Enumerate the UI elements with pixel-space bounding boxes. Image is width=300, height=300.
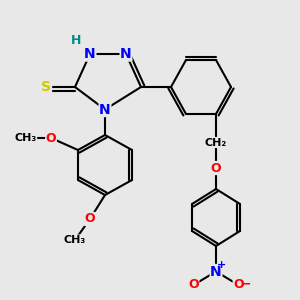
Text: O: O <box>233 278 244 292</box>
Text: N: N <box>84 47 96 61</box>
Text: O: O <box>46 131 56 145</box>
Text: N: N <box>120 47 132 61</box>
Text: N: N <box>210 265 222 278</box>
Text: +: + <box>217 260 226 271</box>
Text: CH₃: CH₃ <box>64 235 86 245</box>
Text: CH₃: CH₃ <box>14 133 37 143</box>
Text: H: H <box>71 34 82 47</box>
Text: O: O <box>188 278 199 292</box>
Text: O: O <box>211 161 221 175</box>
Text: CH₂: CH₂ <box>205 137 227 148</box>
Text: N: N <box>99 103 111 116</box>
Text: O: O <box>85 212 95 226</box>
Text: S: S <box>41 80 52 94</box>
Text: −: − <box>241 277 251 290</box>
